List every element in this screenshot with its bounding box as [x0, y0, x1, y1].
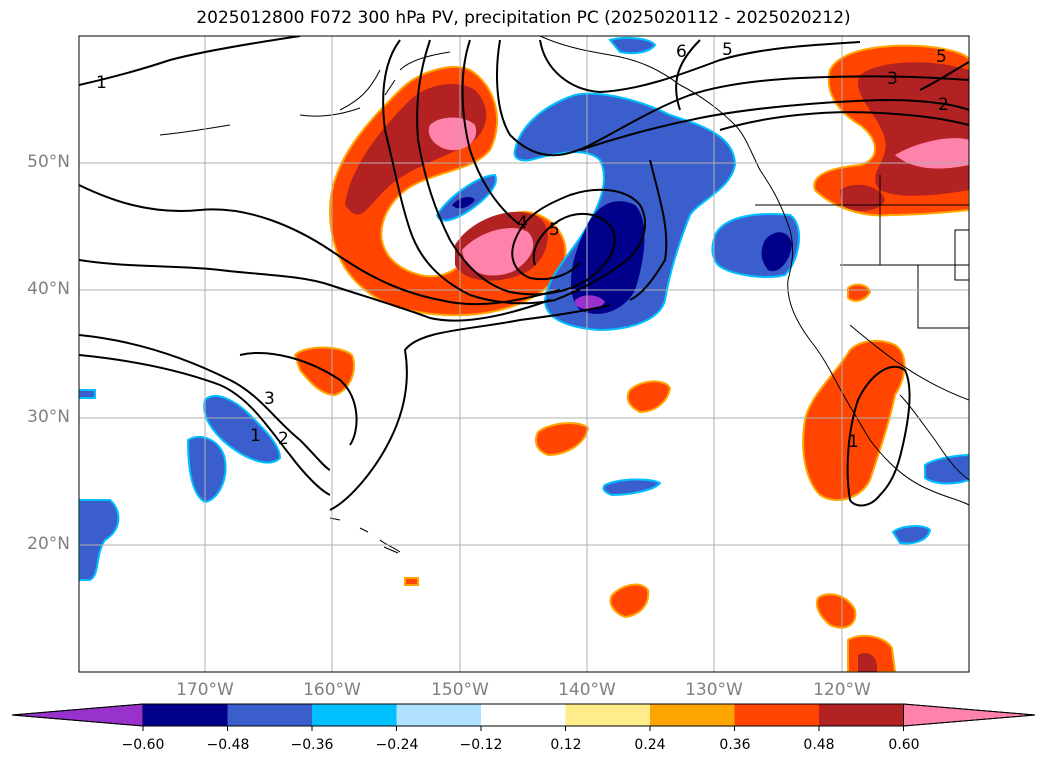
contour-label: 5 — [936, 47, 947, 67]
colorbar-extend-right — [903, 703, 1036, 727]
lon-label-130w: 130°W — [685, 680, 743, 700]
lon-label-120w: 120°W — [813, 680, 871, 700]
contour-label: 2 — [938, 95, 949, 115]
precip-positive-arc-core — [345, 84, 487, 215]
lat-label-30n: 30°N — [27, 407, 70, 427]
colorbar-tick-label: −0.24 — [375, 737, 419, 753]
pv-contours — [79, 36, 969, 511]
colorbar-segment — [819, 704, 904, 726]
map-title: 2025012800 F072 300 hPa PV, precipitatio… — [196, 8, 851, 28]
colorbar-tick-label: −0.12 — [459, 737, 503, 753]
colorbar-segment — [143, 704, 228, 726]
lat-label-20n: 20°N — [27, 534, 70, 554]
map-frame — [78, 35, 970, 673]
colorbar-segment — [565, 704, 650, 726]
colorbar-tick-label: 0.36 — [719, 737, 751, 753]
contour-label: 4 — [517, 213, 528, 233]
lon-label-160w: 160°W — [303, 680, 361, 700]
contour-label: 1 — [96, 73, 107, 93]
colorbar-segment — [481, 704, 566, 726]
map-area: 1 6 5 5 3 2 4 5 3 1 2 1 — [79, 36, 969, 672]
contour-label: 3 — [264, 389, 275, 409]
colorbar-extend-left — [11, 703, 144, 727]
colorbar-tick-label: 0.12 — [550, 737, 582, 753]
lon-label-170w: 170°W — [176, 680, 234, 700]
colorbar-tick-label: −0.36 — [290, 737, 334, 753]
colorbar-segment — [396, 704, 481, 726]
colorbar-tick-label: 0.60 — [888, 737, 920, 753]
colorbar-tick-label: 0.24 — [634, 737, 666, 753]
lon-label-140w: 140°W — [558, 680, 616, 700]
colorbar-tick-label: 0.48 — [803, 737, 835, 753]
colorbar-tick-label: −0.60 — [121, 737, 165, 753]
precip-negative-sw — [203, 395, 282, 464]
contour-label: 1 — [848, 432, 859, 452]
precip-shading — [79, 36, 969, 672]
colorbar-segment — [312, 704, 397, 726]
lon-label-150w: 150°W — [431, 680, 489, 700]
gridlines — [79, 36, 969, 672]
colorbar — [11, 703, 1036, 731]
lat-label-50n: 50°N — [27, 152, 70, 172]
lat-label-40n: 40°N — [27, 279, 70, 299]
contour-label: 1 — [250, 426, 261, 446]
colorbar-segment — [227, 704, 312, 726]
contour-label: 5 — [722, 40, 733, 60]
colorbar-segment — [734, 704, 819, 726]
contour-label: 2 — [278, 429, 289, 449]
contour-label: 6 — [676, 42, 687, 62]
contour-labels: 1 6 5 5 3 2 4 5 3 1 2 1 — [96, 40, 949, 452]
contour-label: 5 — [549, 220, 560, 240]
colorbar-segment — [650, 704, 735, 726]
precip-positive-coast — [802, 339, 906, 501]
contour-label: 3 — [887, 69, 898, 89]
colorbar-tick-label: −0.48 — [206, 737, 250, 753]
